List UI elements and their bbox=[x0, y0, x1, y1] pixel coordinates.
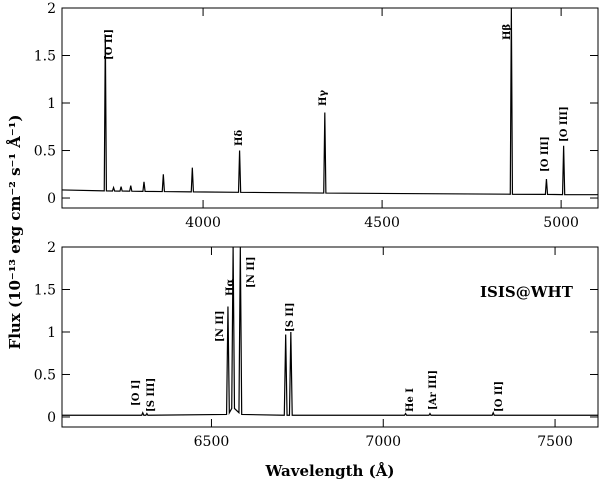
line-label: Hα bbox=[225, 279, 236, 296]
y-tick-label: 1 bbox=[47, 96, 56, 112]
line-label: [S III] bbox=[146, 378, 157, 412]
panel-frame bbox=[61, 246, 599, 428]
line-label: [S II] bbox=[285, 302, 296, 332]
line-label: [O III] bbox=[540, 136, 551, 172]
y-tick-label: 1.5 bbox=[34, 282, 56, 298]
line-label: He I bbox=[405, 388, 416, 412]
line-label: [O I] bbox=[131, 380, 142, 406]
line-label: Hβ bbox=[502, 24, 513, 40]
x-tick-label: 7500 bbox=[537, 434, 573, 450]
line-label: Hδ bbox=[234, 130, 245, 146]
line-label: [O II] bbox=[104, 29, 115, 60]
x-tick-label: 5000 bbox=[543, 215, 579, 231]
line-label: [Ar III] bbox=[428, 370, 439, 410]
line-label: [N II] bbox=[215, 311, 226, 342]
y-tick-label: 0.5 bbox=[34, 367, 56, 383]
spectrum-line bbox=[62, 8, 598, 196]
line-label: [N II] bbox=[246, 257, 257, 288]
y-tick-label: 1 bbox=[47, 325, 56, 341]
spectrum-line bbox=[62, 247, 598, 416]
x-tick-label: 7000 bbox=[365, 434, 401, 450]
y-tick-label: 1.5 bbox=[34, 49, 56, 65]
panel-frame bbox=[61, 7, 599, 209]
line-label: [O II] bbox=[494, 381, 505, 412]
x-tick-label: 4500 bbox=[364, 215, 400, 231]
x-axis-label: Wavelength (Å) bbox=[264, 462, 394, 480]
y-tick-label: 0.5 bbox=[34, 144, 56, 160]
y-axis-label: Flux (10⁻¹³ erg cm⁻² s⁻¹ Å⁻¹) bbox=[6, 115, 24, 350]
instrument-label: ISIS@WHT bbox=[480, 283, 574, 301]
line-label: [O III] bbox=[559, 106, 570, 142]
x-tick-label: 4000 bbox=[185, 215, 221, 231]
y-tick-label: 0 bbox=[47, 410, 56, 426]
x-tick-label: 6500 bbox=[194, 434, 230, 450]
y-tick-label: 2 bbox=[47, 240, 56, 256]
line-label: Hγ bbox=[318, 90, 329, 106]
y-tick-label: 0 bbox=[47, 191, 56, 207]
y-tick-label: 2 bbox=[47, 1, 56, 17]
